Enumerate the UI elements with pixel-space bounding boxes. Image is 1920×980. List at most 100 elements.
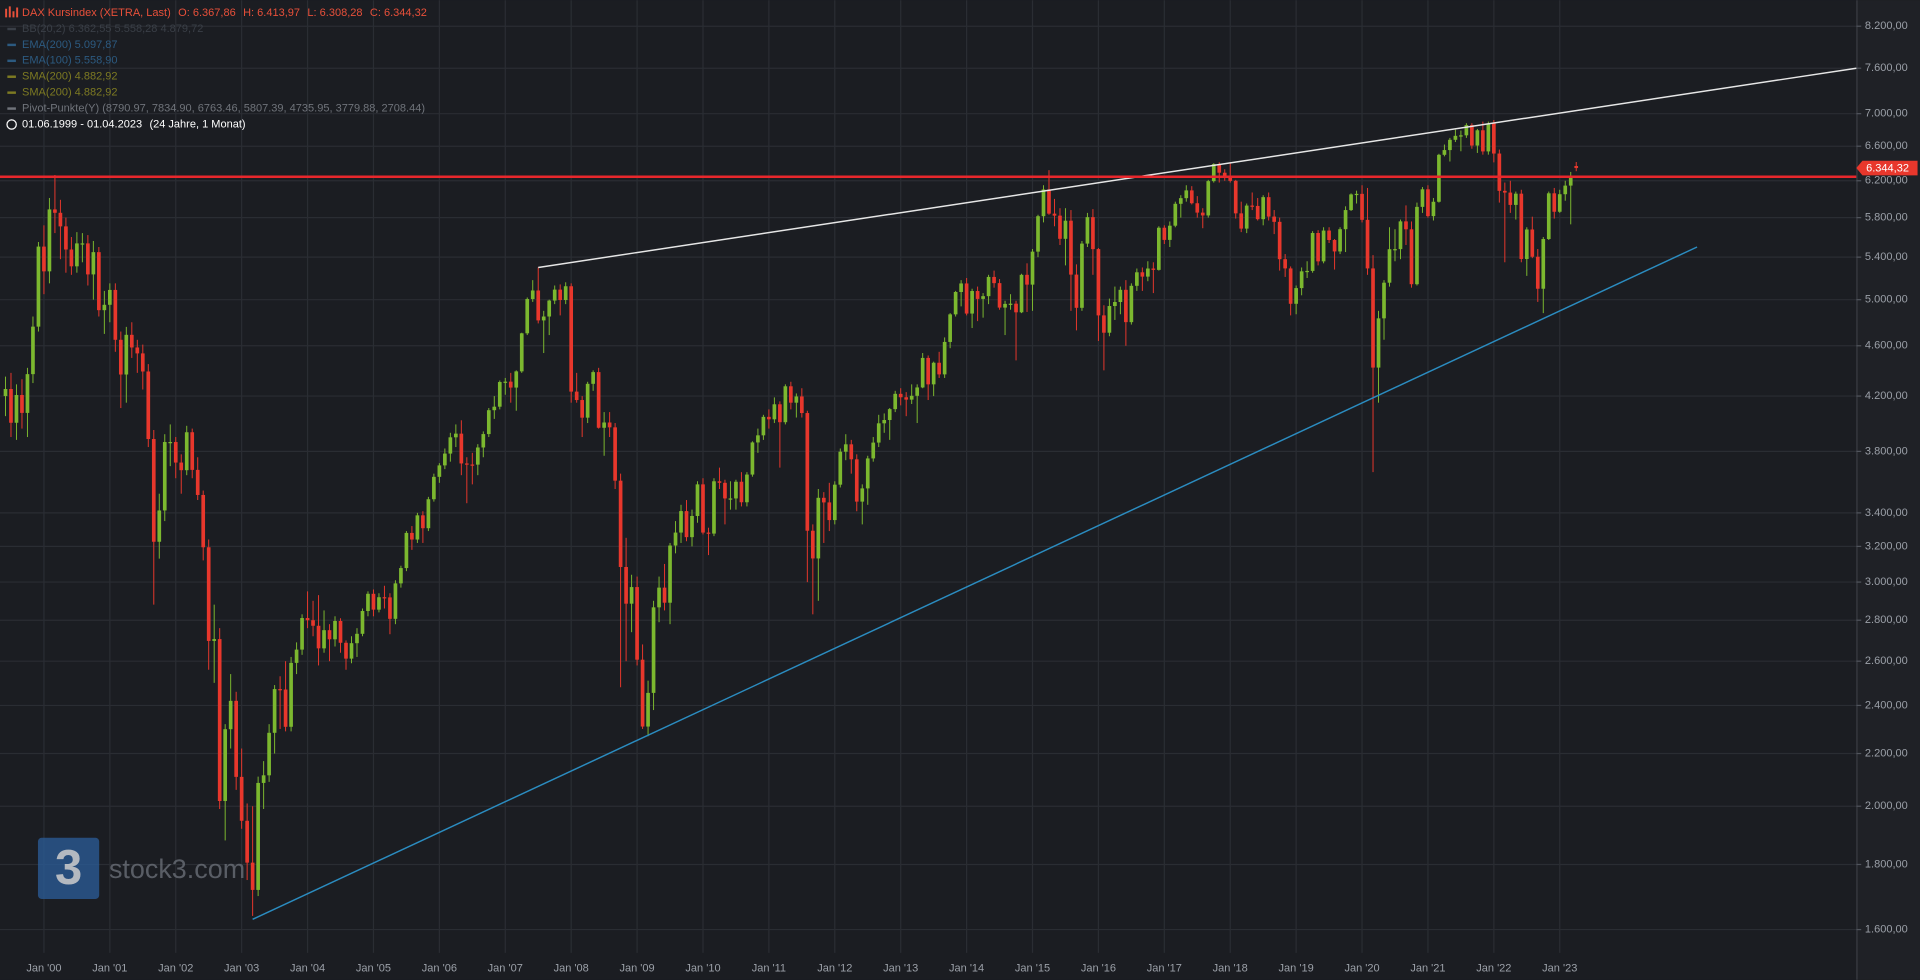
candle-body [794, 396, 799, 403]
candle-body [1025, 274, 1029, 285]
y-tick-label: 1.800,00 [1865, 858, 1908, 870]
candle-body [1332, 240, 1337, 252]
candle-body [1019, 274, 1024, 313]
candle-body [1568, 176, 1573, 186]
candle-body [1052, 213, 1057, 216]
y-tick-label: 4.600,00 [1865, 340, 1908, 352]
y-tick-label: 7.600,00 [1865, 62, 1908, 74]
candle-body [1074, 274, 1079, 308]
x-tick-label: Jan '18 [1213, 963, 1248, 975]
candle-body [959, 283, 963, 292]
candle-body [585, 383, 590, 418]
candle-body [1195, 203, 1200, 213]
header-ohlc: C: 6.344,32 [370, 7, 427, 19]
candle-body [629, 587, 634, 604]
indicator-label: SMA(200) 4.882,92 [22, 71, 118, 83]
candle-body [756, 435, 760, 443]
candle-body [1206, 181, 1211, 216]
candle-body [1365, 219, 1370, 269]
candle-body [146, 371, 151, 440]
candle-body [492, 406, 497, 411]
candle-body [992, 276, 996, 284]
x-tick-label: Jan '17 [1147, 963, 1182, 975]
candle-body [333, 621, 337, 640]
indicator-label: EMA(100) 5.558,90 [22, 55, 118, 67]
candle-body [926, 357, 930, 385]
x-tick-label: Jan '05 [356, 963, 391, 975]
candle-body [1014, 303, 1018, 313]
candle-body [1371, 268, 1375, 368]
candle-body [1563, 185, 1568, 195]
candle-body [1041, 189, 1046, 217]
candle-body [157, 510, 162, 542]
candle-body [1288, 268, 1293, 304]
candle-body [1113, 302, 1117, 307]
candle-body [129, 334, 134, 348]
candle-body [168, 442, 173, 444]
candle-body [986, 276, 991, 297]
candle-body [1382, 282, 1386, 319]
candle-body [607, 422, 612, 428]
candle-body [508, 381, 513, 388]
candle-body [475, 447, 480, 465]
candle-body [162, 442, 167, 511]
candle-body [9, 389, 13, 423]
candle-body [1102, 315, 1106, 333]
candle-body [1519, 193, 1524, 259]
candle-body [767, 416, 771, 420]
candle-body [20, 395, 24, 413]
candle-body [514, 371, 519, 388]
candle-body [761, 416, 766, 436]
candle-body [684, 511, 689, 538]
x-tick-label: Jan '09 [619, 963, 654, 975]
candle-body [931, 362, 936, 385]
x-tick-label: Jan '19 [1279, 963, 1314, 975]
candle-body [108, 289, 112, 305]
last-price-label: 6.344,32 [1866, 163, 1909, 175]
candle-body [569, 286, 574, 392]
candle-body [624, 566, 628, 604]
y-tick-label: 5.000,00 [1865, 294, 1908, 306]
candle-body [206, 547, 211, 641]
candle-body [31, 326, 35, 375]
candle-body [1530, 229, 1535, 257]
header-title: DAX Kursindex (XETRA, Last) [22, 7, 171, 19]
y-tick-label: 2.800,00 [1865, 614, 1908, 626]
candle-body [1030, 251, 1035, 285]
y-tick-label: 3.000,00 [1865, 576, 1908, 588]
candle-body [1376, 318, 1381, 368]
candle-body [135, 347, 140, 354]
candle-body [821, 497, 826, 503]
candle-body [278, 689, 282, 691]
candle-body [964, 283, 969, 314]
candle-body [1508, 192, 1513, 205]
header-icon [5, 6, 19, 18]
candle-body [1475, 130, 1480, 146]
watermark-text: stock3.com [109, 854, 245, 884]
candle-body [728, 498, 733, 500]
candle-body [563, 286, 568, 301]
candle-body [53, 209, 57, 213]
candle-body [1310, 233, 1315, 271]
candle-body [772, 404, 777, 420]
candle-body [827, 502, 832, 521]
candle-body [640, 659, 645, 727]
x-tick-label: Jan '00 [26, 963, 61, 975]
candle-body [1513, 193, 1518, 205]
header-ohlc: L: 6.308,28 [307, 7, 362, 19]
candle-body [464, 463, 469, 465]
candle-body [1151, 268, 1156, 270]
candle-body [920, 357, 925, 388]
candle-body [80, 243, 85, 245]
candle-body [602, 422, 606, 428]
candle-body [102, 304, 107, 311]
candle-body [953, 291, 958, 315]
candle-body [1069, 220, 1073, 275]
candle-body [904, 397, 909, 400]
candle-body [1387, 249, 1392, 283]
x-tick-label: Jan '08 [554, 963, 589, 975]
candle-body [618, 480, 623, 567]
candle-body [591, 372, 595, 384]
candle-body [547, 300, 552, 317]
x-tick-label: Jan '04 [290, 963, 325, 975]
